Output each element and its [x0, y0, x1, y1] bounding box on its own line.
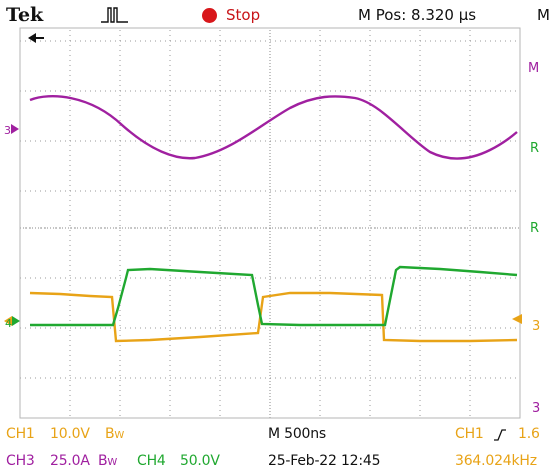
- trigger-source[interactable]: CH1: [455, 426, 484, 442]
- right-marker-r2: R: [530, 221, 539, 236]
- ch3-bandwidth-limit: BW: [98, 453, 118, 469]
- ch3-label[interactable]: CH3: [6, 453, 35, 469]
- right-marker-3b: 3: [532, 401, 540, 416]
- ch4-scale[interactable]: 50.0V: [180, 453, 220, 469]
- ch1-bandwidth-limit: BW: [105, 426, 125, 442]
- ch3-level-marker-icon: 3: [4, 124, 19, 137]
- menu-clip-label: M: [537, 6, 550, 24]
- ch4-marker-label: 4: [5, 317, 12, 330]
- graticule: [20, 30, 520, 418]
- trigger-level-arrow-icon: [512, 314, 522, 324]
- ch3-marker-label: 3: [4, 124, 11, 137]
- ch4-level-marker-icon: 4: [4, 316, 20, 330]
- status-bar: Tek Stop M Pos: 8.320 µs M: [0, 0, 550, 30]
- ch3-scale[interactable]: 25.0A: [50, 453, 90, 469]
- horizontal-position: M Pos: 8.320 µs: [358, 6, 477, 24]
- right-marker-3a: 3: [532, 319, 540, 334]
- right-marker-r1: R: [530, 141, 539, 156]
- trigger-level[interactable]: 1.6: [518, 426, 540, 442]
- ch4-waveform: [30, 265, 518, 327]
- pulse-trigger-icon: [101, 7, 128, 23]
- trigger-position-arrow-icon: [28, 33, 36, 43]
- brand-logo: Tek: [6, 4, 44, 26]
- ch4-label[interactable]: CH4: [137, 453, 166, 469]
- right-marker-m: M: [528, 61, 539, 76]
- timebase-readout[interactable]: M 500ns: [268, 426, 327, 442]
- ch1-label[interactable]: CH1: [6, 426, 35, 442]
- ch1-waveform: [29, 291, 518, 343]
- red-dot-icon: [202, 8, 217, 23]
- acquisition-state[interactable]: Stop: [226, 6, 261, 24]
- ch3-waveform: [29, 95, 518, 160]
- rising-edge-icon: [494, 429, 506, 441]
- ch1-scale[interactable]: 10.0V: [50, 426, 90, 442]
- readout-bar: CH1 10.0V BW M 500ns CH1 1.6 CH3 25.0A B…: [0, 420, 550, 475]
- screen-border: [19, 27, 521, 419]
- trigger-frequency: 364.024kHz: [455, 453, 537, 469]
- date-time: 25-Feb-22 12:45: [268, 453, 381, 469]
- center-axes: [20, 30, 520, 418]
